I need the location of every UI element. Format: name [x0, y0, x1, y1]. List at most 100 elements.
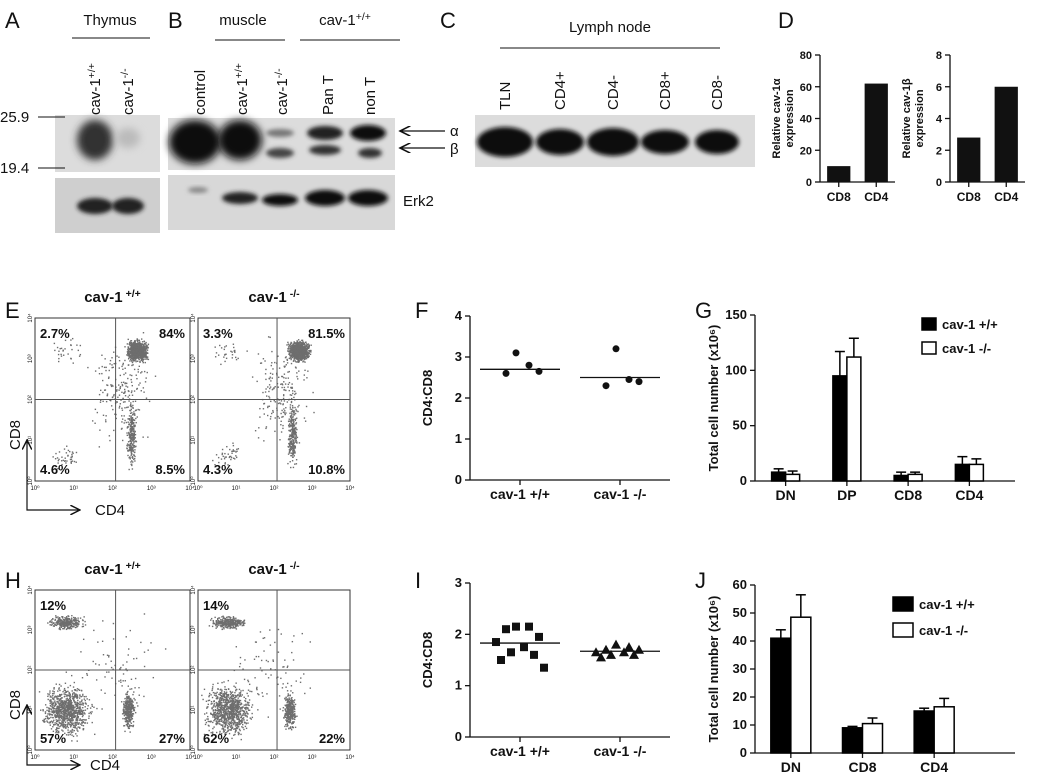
event-dot	[74, 714, 76, 717]
event-dot	[126, 705, 128, 707]
event-dot	[59, 725, 61, 728]
event-dot	[63, 619, 66, 621]
event-dot	[78, 697, 81, 699]
event-dot	[129, 340, 132, 342]
event-dot	[130, 416, 132, 418]
event-dot	[130, 421, 133, 424]
event-dot	[89, 707, 92, 709]
event-dot	[297, 349, 300, 351]
event-dot	[130, 722, 133, 724]
event-dot	[288, 451, 291, 454]
flow-tick-label: 10¹	[28, 706, 34, 715]
event-dot	[227, 626, 229, 628]
event-dot	[228, 456, 231, 459]
event-dot	[96, 707, 98, 710]
event-dot	[50, 728, 53, 730]
event-dot	[125, 385, 127, 387]
event-dot	[68, 621, 70, 623]
event-dot	[143, 665, 146, 668]
event-dot	[136, 702, 138, 704]
event-dot	[298, 355, 301, 357]
event-dot	[127, 406, 129, 408]
flow-plot	[34, 317, 191, 482]
event-dot	[121, 415, 123, 417]
event-dot	[294, 351, 297, 353]
event-dot	[131, 390, 133, 392]
event-dot	[70, 713, 72, 715]
event-dot	[295, 428, 297, 430]
event-dot	[108, 656, 110, 658]
event-dot	[83, 695, 86, 698]
event-dot	[127, 690, 129, 693]
event-dot	[67, 620, 69, 623]
event-dot	[73, 693, 76, 695]
flow-tick-label: 10⁴	[185, 754, 195, 761]
event-dot	[239, 694, 241, 696]
event-dot	[64, 732, 66, 735]
lane-label-sup: +/+	[233, 63, 245, 78]
event-dot	[285, 412, 287, 414]
event-dot	[293, 347, 295, 350]
event-dot	[227, 625, 230, 627]
event-dot	[132, 448, 134, 451]
event-dot	[81, 625, 84, 628]
event-dot	[100, 389, 102, 392]
event-dot	[300, 355, 303, 357]
event-dot	[127, 717, 130, 720]
event-dot	[232, 343, 235, 345]
event-dot	[132, 352, 135, 354]
event-dot	[62, 618, 65, 621]
event-dot	[131, 725, 133, 727]
event-dot	[61, 700, 64, 703]
event-dot	[55, 683, 57, 685]
event-dot	[53, 705, 56, 707]
flow-plot	[197, 589, 351, 751]
event-dot	[130, 463, 132, 466]
event-dot	[221, 616, 223, 618]
event-dot	[64, 622, 67, 624]
event-dot	[219, 694, 222, 696]
event-dot	[59, 702, 62, 704]
event-dot	[75, 733, 77, 735]
event-dot	[75, 622, 77, 625]
event-dot	[287, 386, 289, 388]
event-dot	[292, 440, 294, 443]
event-dot	[296, 372, 298, 374]
event-dot	[65, 704, 68, 707]
event-dot	[290, 452, 293, 454]
event-dot	[310, 351, 312, 353]
event-dot	[234, 621, 236, 623]
event-dot	[127, 364, 130, 366]
group-label: muscle	[219, 12, 267, 29]
event-dot	[133, 413, 136, 415]
event-dot	[143, 354, 145, 356]
event-dot	[231, 620, 233, 622]
group-label-sup: +/+	[356, 11, 371, 23]
event-dot	[307, 354, 309, 356]
event-dot	[145, 353, 147, 355]
event-dot	[69, 695, 71, 698]
event-dot	[292, 454, 294, 456]
event-dot	[128, 390, 130, 393]
blot-a	[38, 37, 160, 233]
event-dot	[56, 714, 59, 716]
event-dot	[70, 625, 73, 627]
event-dot	[267, 336, 270, 338]
event-dot	[71, 695, 73, 697]
event-dot	[74, 715, 76, 718]
event-dot	[108, 654, 110, 657]
event-dot	[290, 441, 293, 443]
event-dot	[133, 658, 135, 660]
event-dot	[290, 435, 293, 437]
event-dot	[300, 349, 302, 352]
event-dot	[220, 458, 223, 460]
event-dot	[133, 358, 135, 360]
event-dot	[71, 618, 73, 620]
event-dot	[62, 623, 64, 625]
event-dot	[128, 400, 130, 402]
event-dot	[130, 428, 132, 430]
event-dot	[303, 357, 306, 360]
event-dot	[68, 716, 70, 719]
event-dot	[302, 350, 304, 353]
